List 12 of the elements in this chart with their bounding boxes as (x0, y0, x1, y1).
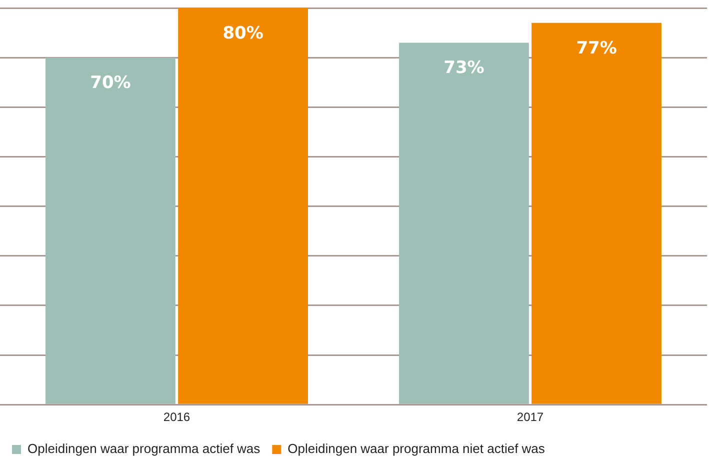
legend-label: Opleidingen waar programma niet actief was (288, 441, 546, 456)
data-label: 70% (90, 72, 131, 93)
bar (532, 22, 662, 404)
data-label: 73% (444, 58, 484, 78)
x-tick-label: 2016 (163, 410, 190, 424)
data-label: 77% (576, 38, 617, 58)
bar (399, 42, 529, 404)
x-tick-label: 2017 (516, 410, 544, 424)
bar (178, 8, 308, 404)
bar (46, 58, 176, 404)
legend-label: Opleidingen waar programma actief was (28, 441, 261, 456)
data-label: 80% (222, 23, 264, 44)
